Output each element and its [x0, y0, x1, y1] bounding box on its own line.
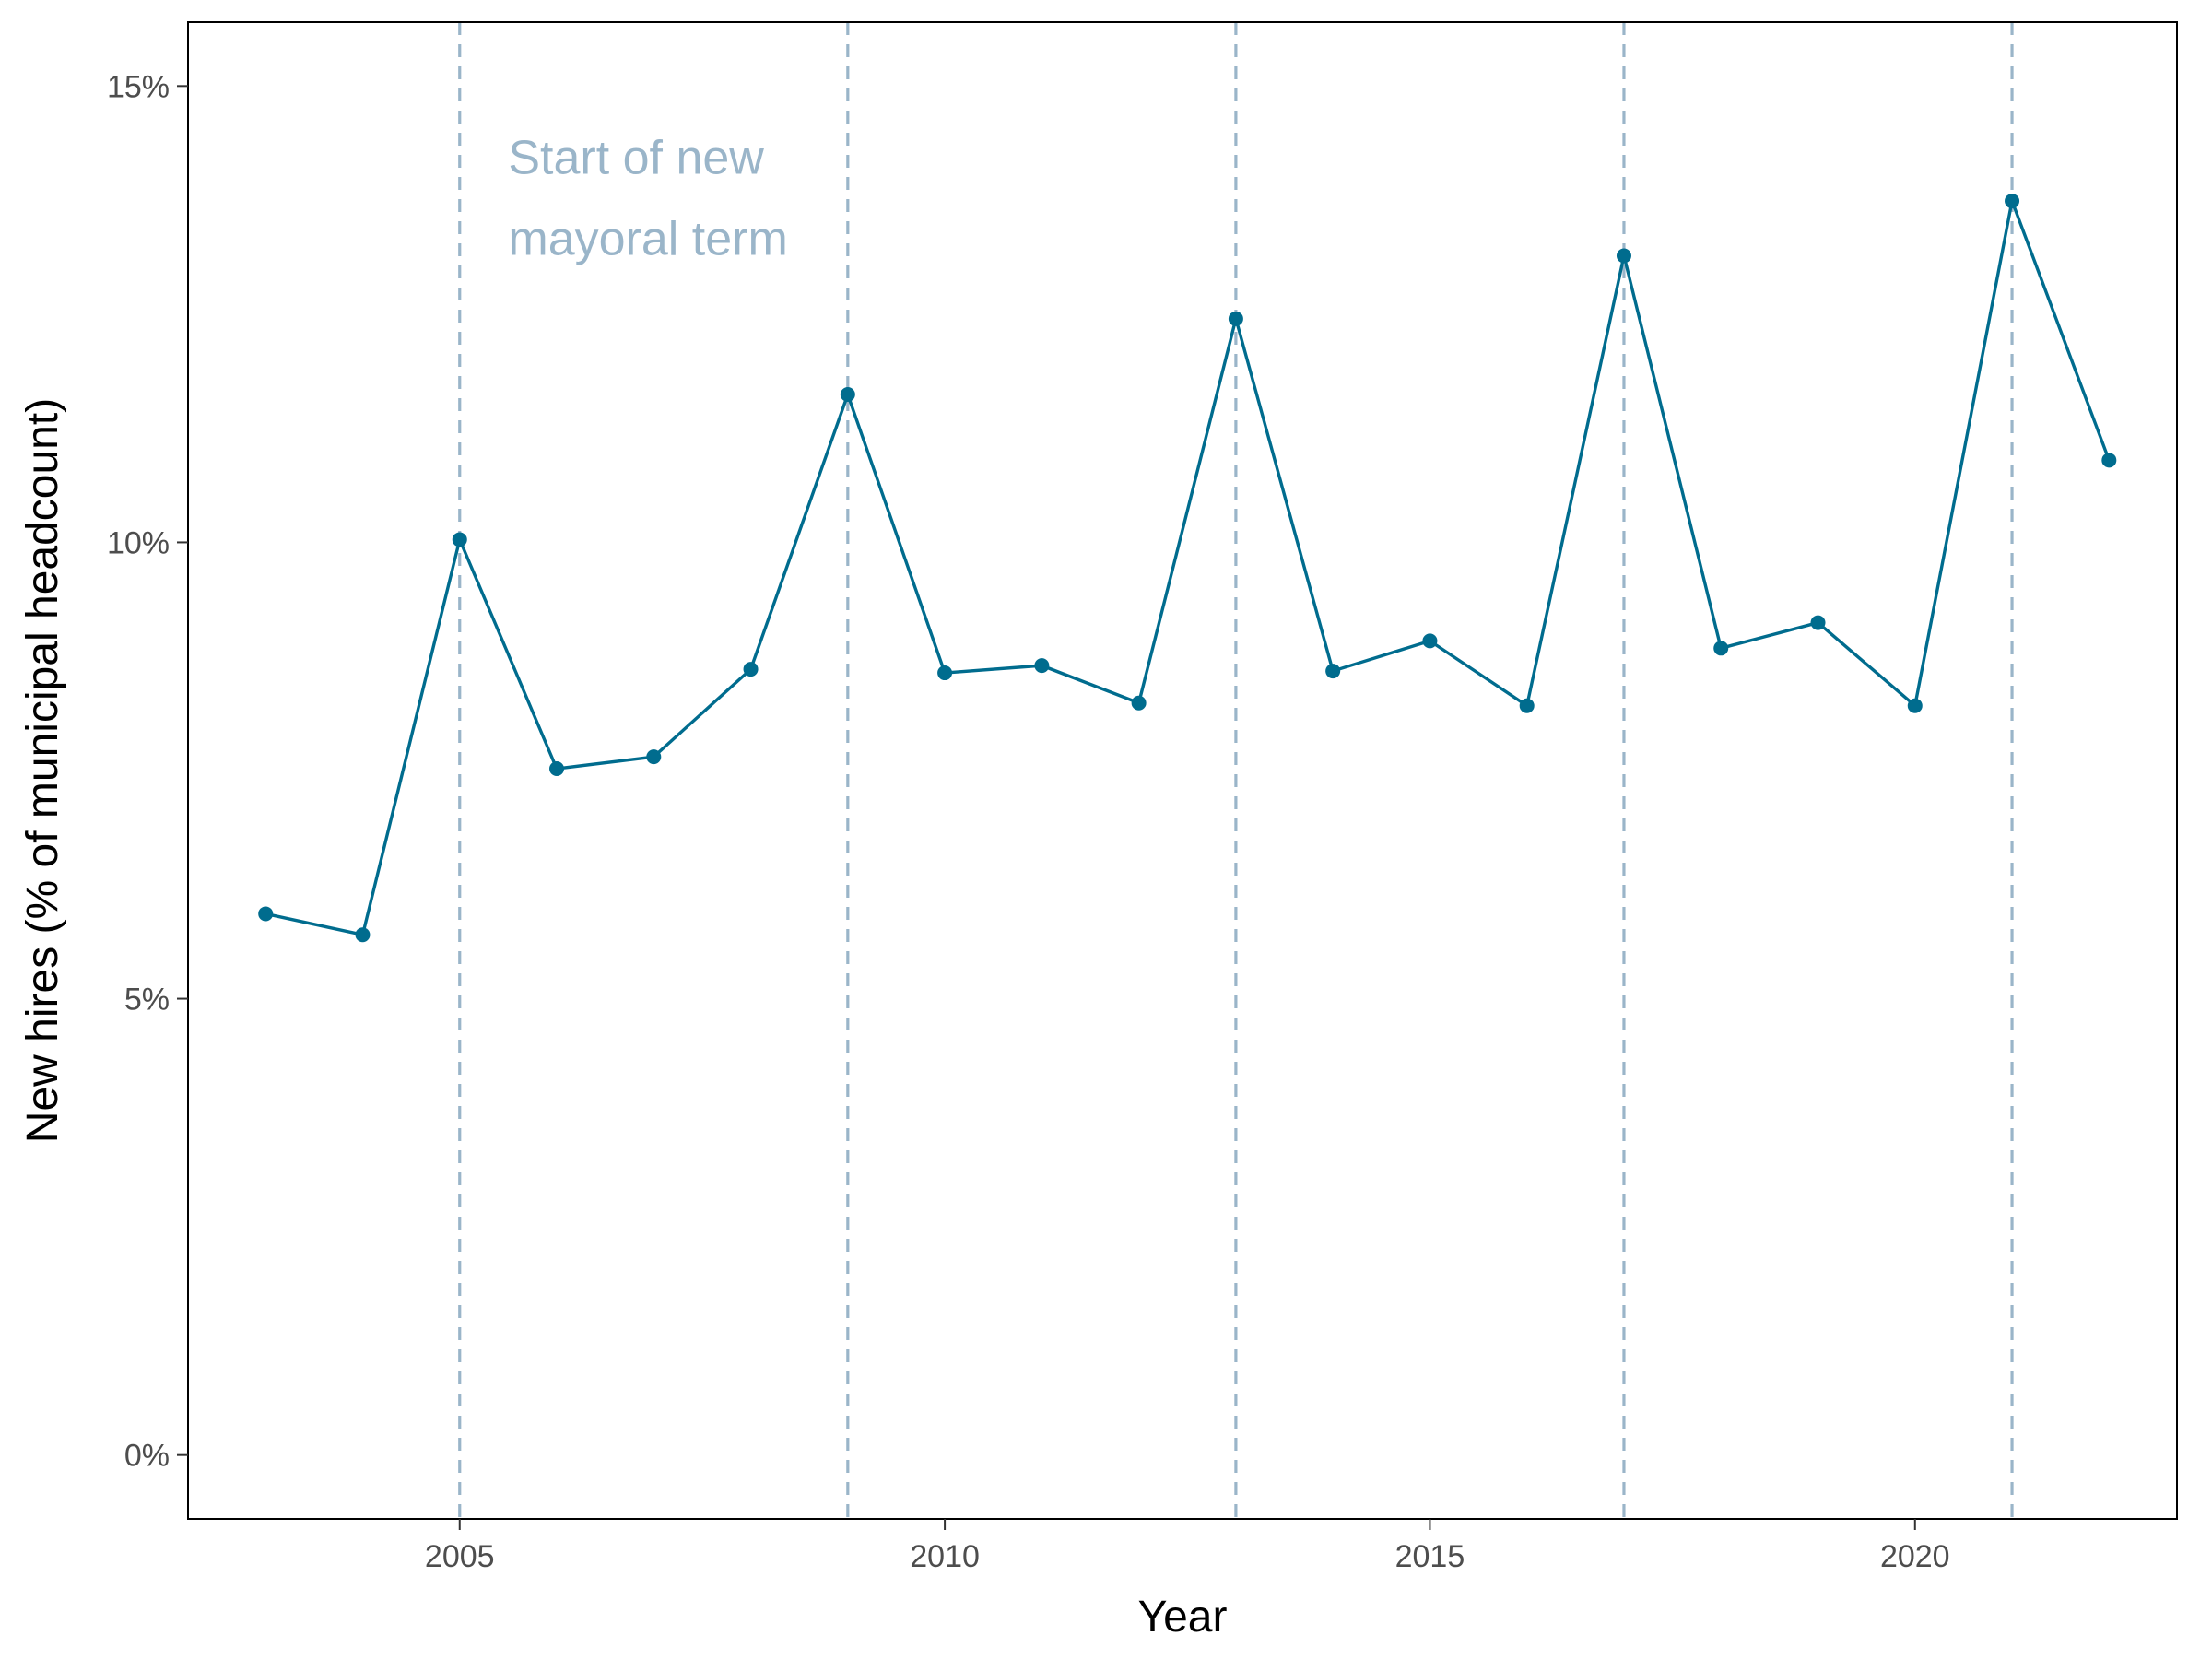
y-tick-label: 5%	[124, 982, 170, 1018]
x-tick-label: 2015	[1395, 1539, 1465, 1574]
data-point	[452, 532, 467, 547]
data-point	[646, 749, 662, 765]
data-point	[355, 927, 371, 943]
reference-lines	[458, 22, 2014, 1519]
data-point	[840, 387, 855, 403]
annotation: Start of new mayoral term	[508, 132, 787, 266]
x-tick-label: 2020	[1880, 1539, 1950, 1574]
annotation-line: Start of new	[508, 132, 764, 185]
data-point	[743, 662, 759, 677]
data-point	[1034, 658, 1050, 674]
x-axis: 2005 2010 2015 2020	[425, 1519, 1950, 1574]
data-point	[1228, 311, 1243, 326]
series	[258, 194, 2117, 943]
data-point	[2005, 194, 2020, 209]
data-point	[937, 665, 953, 681]
data-point	[1519, 698, 1535, 713]
data-point	[2101, 453, 2117, 468]
x-axis-title: Year	[1138, 1593, 1228, 1641]
data-point	[1810, 615, 1826, 630]
x-tick-label: 2010	[910, 1539, 980, 1574]
annotation-line: mayoral term	[508, 213, 787, 266]
data-point	[1616, 248, 1631, 264]
data-point	[1422, 633, 1438, 649]
data-point	[1325, 664, 1341, 679]
y-tick-label: 10%	[107, 525, 170, 560]
y-axis: 0% 5% 10% 15%	[107, 69, 188, 1474]
data-point	[549, 761, 565, 777]
y-tick-label: 0%	[124, 1439, 170, 1474]
data-point	[1131, 695, 1147, 711]
y-tick-label: 15%	[107, 69, 170, 104]
y-axis-title: New hires (% of municipal headcount)	[18, 398, 67, 1143]
series-line	[265, 199, 2111, 936]
x-tick-label: 2005	[425, 1539, 495, 1574]
data-point	[258, 906, 274, 922]
plot-panel-border	[187, 21, 2178, 1520]
data-point	[1907, 698, 1923, 713]
data-point	[1713, 641, 1729, 656]
